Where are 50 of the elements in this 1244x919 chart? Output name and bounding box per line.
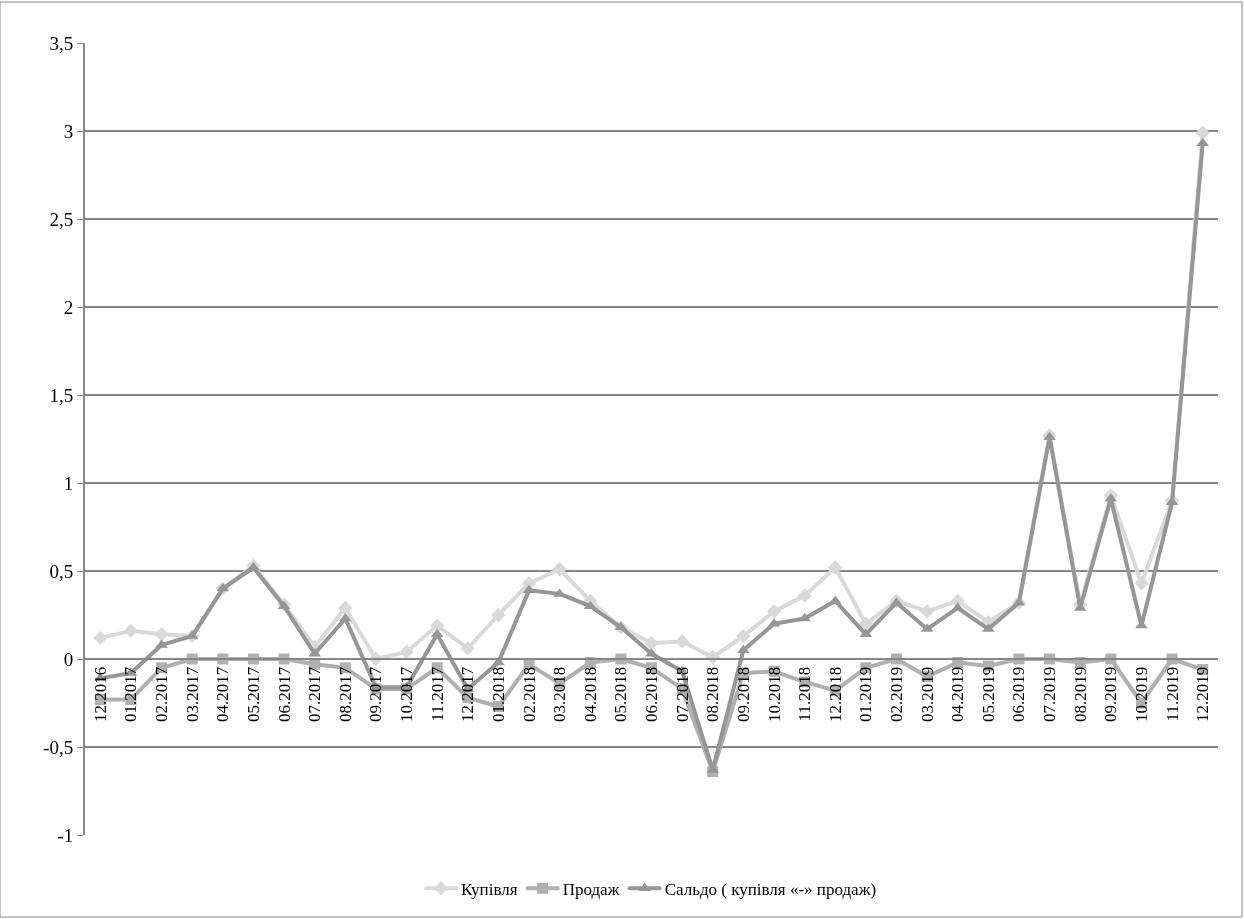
x-tick-label: 04.2017 <box>213 666 233 723</box>
x-tick-label: 01.2018 <box>488 666 508 723</box>
x-tick-label: 02.2017 <box>152 666 172 723</box>
x-tick-label: 04.2019 <box>948 666 968 723</box>
x-tick-label: 04.2018 <box>580 666 600 723</box>
x-tick-label: 03.2019 <box>917 666 937 723</box>
x-tick-label: 08.2017 <box>335 666 355 723</box>
x-tick-label: 09.2018 <box>733 666 753 723</box>
x-tick-label: 03.2017 <box>182 666 202 723</box>
x-tick-label: 02.2019 <box>886 666 906 723</box>
x-tick-label: 12.2019 <box>1193 666 1213 723</box>
x-tick-label: 07.2017 <box>305 666 325 723</box>
y-tick-label: -0,5 <box>43 736 74 758</box>
y-tick-label: 0,5 <box>49 560 74 582</box>
x-tick-label: 01.2017 <box>121 666 141 723</box>
x-tick-label: 11.2018 <box>795 666 815 722</box>
x-tick-label: 10.2018 <box>764 666 784 723</box>
x-tick-label: 03.2018 <box>550 666 570 723</box>
x-tick-label: 06.2018 <box>642 666 662 723</box>
x-tick-label: 08.2019 <box>1070 666 1090 723</box>
x-tick-label: 06.2019 <box>1009 666 1029 723</box>
x-tick-label: 09.2019 <box>1101 666 1121 723</box>
x-tick-label: 05.2018 <box>611 666 631 723</box>
x-tick-label: 07.2018 <box>672 666 692 723</box>
x-tick-label: 01.2019 <box>856 666 876 723</box>
x-tick-label: 05.2019 <box>978 666 998 723</box>
legend-label: Купівля <box>461 879 518 899</box>
legend-label: Продаж <box>562 879 620 899</box>
x-tick-label: 08.2018 <box>703 666 723 723</box>
x-tick-label: 09.2017 <box>366 666 386 723</box>
x-tick-label: 12.2017 <box>458 666 478 723</box>
x-tick-label: 05.2017 <box>243 666 263 723</box>
y-tick-label: 2 <box>63 296 74 318</box>
x-tick-label: 12.2018 <box>825 666 845 723</box>
x-tick-label: 07.2019 <box>1040 666 1060 723</box>
x-tick-label: 02.2018 <box>519 666 539 723</box>
y-tick-label: 3 <box>63 120 74 142</box>
y-tick-label: 1 <box>63 472 74 494</box>
y-tick-label: 3,5 <box>49 32 74 54</box>
x-tick-label: 10.2019 <box>1131 666 1151 723</box>
x-tick-label: 11.2019 <box>1162 666 1182 722</box>
x-tick-label: 11.2017 <box>427 666 447 722</box>
x-tick-label: 10.2017 <box>397 666 417 723</box>
y-tick-label: 2,5 <box>49 208 74 230</box>
x-tick-label: 12.2016 <box>90 666 110 723</box>
x-tick-label: 06.2017 <box>274 666 294 723</box>
legend-label: Сальдо ( купівля «-» продаж) <box>664 879 877 899</box>
y-tick-label: 0 <box>63 648 74 670</box>
y-tick-label: 1,5 <box>49 384 74 406</box>
y-tick-label: -1 <box>57 824 74 846</box>
